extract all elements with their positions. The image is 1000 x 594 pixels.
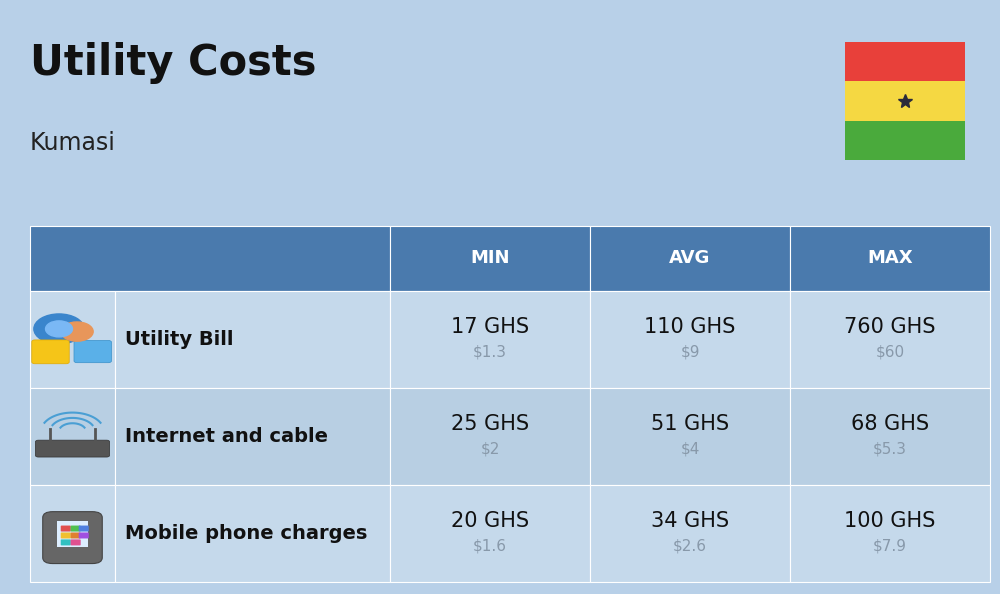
Text: Kumasi: Kumasi bbox=[30, 131, 116, 154]
FancyBboxPatch shape bbox=[74, 340, 111, 363]
Text: $4: $4 bbox=[680, 442, 700, 457]
FancyBboxPatch shape bbox=[71, 526, 81, 532]
Text: 20 GHS: 20 GHS bbox=[451, 511, 529, 531]
Text: $2.6: $2.6 bbox=[673, 539, 707, 554]
Text: AVG: AVG bbox=[669, 249, 711, 267]
FancyBboxPatch shape bbox=[845, 121, 965, 160]
Text: 25 GHS: 25 GHS bbox=[451, 414, 529, 434]
FancyBboxPatch shape bbox=[845, 81, 965, 121]
FancyBboxPatch shape bbox=[590, 485, 790, 582]
Circle shape bbox=[34, 314, 84, 344]
FancyBboxPatch shape bbox=[115, 485, 390, 582]
FancyBboxPatch shape bbox=[790, 485, 990, 582]
FancyBboxPatch shape bbox=[790, 226, 990, 291]
FancyBboxPatch shape bbox=[390, 388, 590, 485]
FancyBboxPatch shape bbox=[390, 291, 590, 388]
Text: MAX: MAX bbox=[867, 249, 913, 267]
FancyBboxPatch shape bbox=[32, 340, 69, 364]
Text: MIN: MIN bbox=[470, 249, 510, 267]
Text: $5.3: $5.3 bbox=[873, 442, 907, 457]
Text: 760 GHS: 760 GHS bbox=[844, 317, 936, 337]
Text: 17 GHS: 17 GHS bbox=[451, 317, 529, 337]
FancyBboxPatch shape bbox=[390, 226, 590, 291]
FancyBboxPatch shape bbox=[61, 539, 71, 545]
FancyBboxPatch shape bbox=[30, 226, 390, 291]
Text: $2: $2 bbox=[480, 442, 500, 457]
FancyBboxPatch shape bbox=[61, 532, 71, 539]
FancyBboxPatch shape bbox=[590, 388, 790, 485]
Circle shape bbox=[46, 321, 72, 337]
Text: Utility Bill: Utility Bill bbox=[125, 330, 234, 349]
Text: $9: $9 bbox=[680, 345, 700, 360]
FancyBboxPatch shape bbox=[590, 226, 790, 291]
Text: $1.3: $1.3 bbox=[473, 345, 507, 360]
FancyBboxPatch shape bbox=[57, 522, 88, 547]
Text: $60: $60 bbox=[875, 345, 905, 360]
Text: 68 GHS: 68 GHS bbox=[851, 414, 929, 434]
FancyBboxPatch shape bbox=[790, 291, 990, 388]
FancyBboxPatch shape bbox=[845, 42, 965, 81]
Text: Utility Costs: Utility Costs bbox=[30, 42, 316, 84]
Text: $7.9: $7.9 bbox=[873, 539, 907, 554]
FancyBboxPatch shape bbox=[590, 291, 790, 388]
Text: Internet and cable: Internet and cable bbox=[125, 427, 328, 446]
FancyBboxPatch shape bbox=[115, 388, 390, 485]
Text: 100 GHS: 100 GHS bbox=[844, 511, 936, 531]
FancyBboxPatch shape bbox=[390, 485, 590, 582]
FancyBboxPatch shape bbox=[115, 291, 390, 388]
FancyBboxPatch shape bbox=[790, 388, 990, 485]
FancyBboxPatch shape bbox=[79, 526, 89, 532]
FancyBboxPatch shape bbox=[71, 539, 81, 545]
FancyBboxPatch shape bbox=[30, 291, 115, 388]
FancyBboxPatch shape bbox=[79, 532, 89, 539]
Circle shape bbox=[61, 322, 93, 341]
FancyBboxPatch shape bbox=[35, 440, 110, 457]
Text: $1.6: $1.6 bbox=[473, 539, 507, 554]
FancyBboxPatch shape bbox=[43, 511, 102, 564]
FancyBboxPatch shape bbox=[61, 526, 71, 532]
FancyBboxPatch shape bbox=[30, 388, 115, 485]
FancyBboxPatch shape bbox=[30, 485, 115, 582]
FancyBboxPatch shape bbox=[71, 532, 81, 539]
Text: 110 GHS: 110 GHS bbox=[644, 317, 736, 337]
Text: 34 GHS: 34 GHS bbox=[651, 511, 729, 531]
Text: 51 GHS: 51 GHS bbox=[651, 414, 729, 434]
Text: Mobile phone charges: Mobile phone charges bbox=[125, 524, 367, 543]
